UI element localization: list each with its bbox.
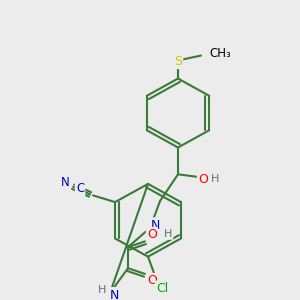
Text: CH₃: CH₃ xyxy=(209,47,231,60)
Text: O: O xyxy=(147,274,157,287)
Text: O: O xyxy=(198,172,208,186)
Text: N: N xyxy=(61,176,70,189)
Text: Cl: Cl xyxy=(156,282,168,295)
Text: H: H xyxy=(164,229,172,239)
Text: C: C xyxy=(76,182,84,195)
Text: O: O xyxy=(147,228,157,241)
Text: N: N xyxy=(109,289,119,300)
Text: H: H xyxy=(98,285,106,295)
Text: H: H xyxy=(211,174,219,184)
Text: N: N xyxy=(150,219,160,232)
Text: S: S xyxy=(174,55,182,68)
